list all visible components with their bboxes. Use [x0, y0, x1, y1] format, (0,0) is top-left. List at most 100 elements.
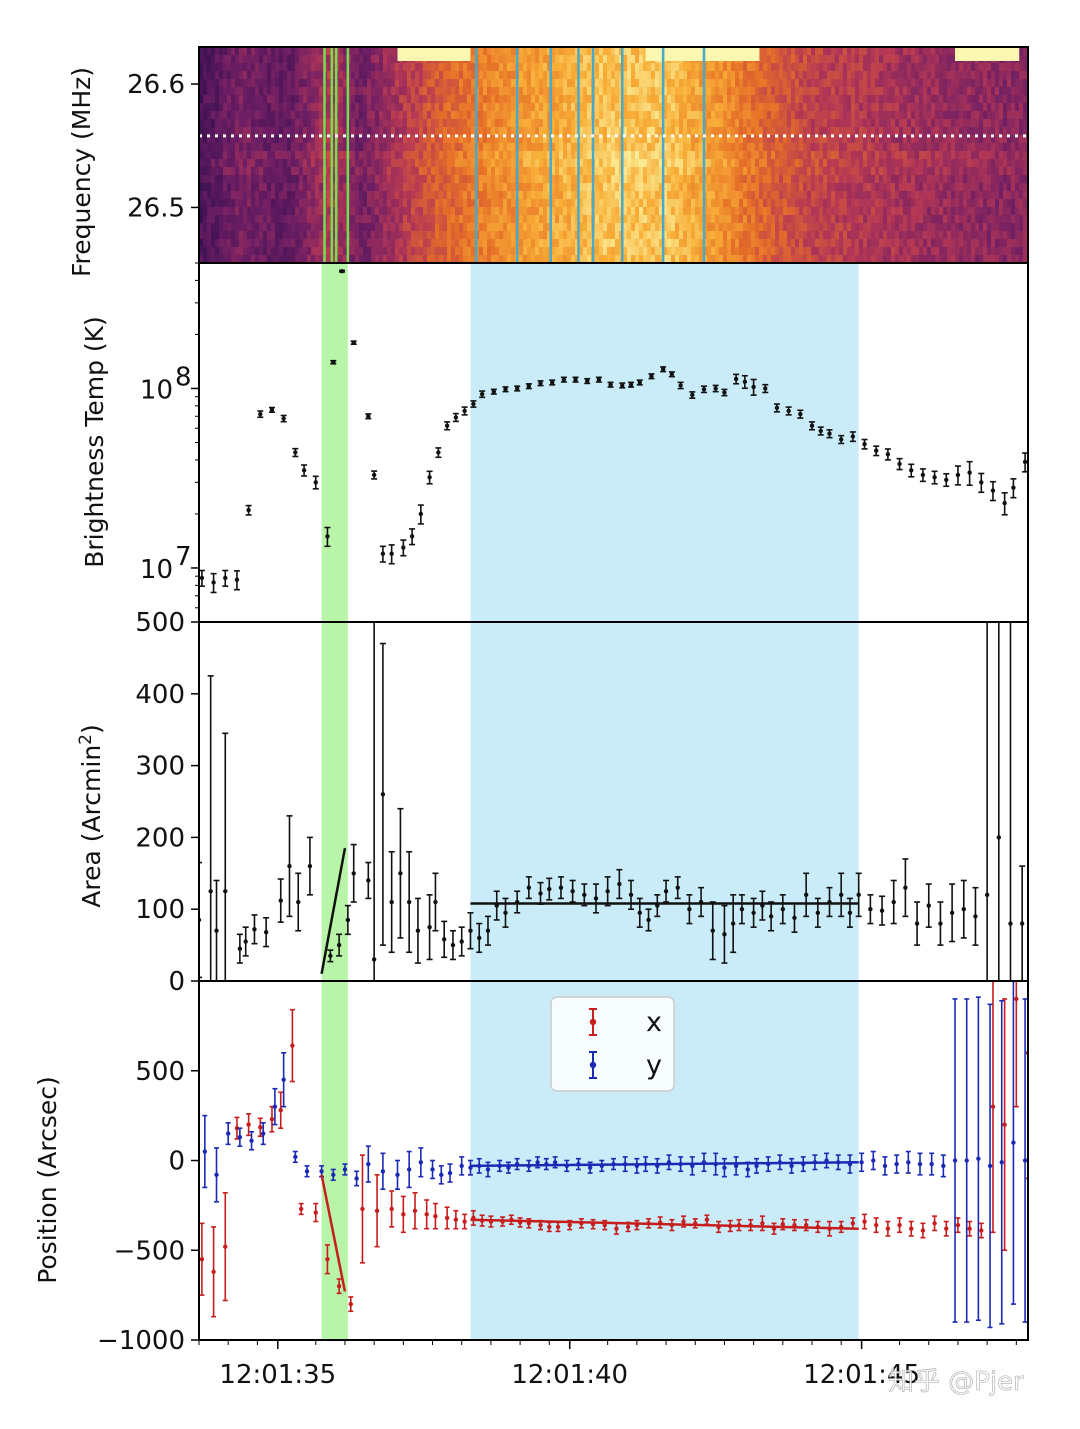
spectrogram-cell: [263, 143, 268, 152]
spectrogram-cell: [703, 143, 708, 152]
spectrogram-cell: [299, 183, 304, 192]
spectrogram-cell: [311, 239, 316, 248]
spectrogram-cell: [207, 95, 212, 104]
spectrogram-cell: [331, 47, 336, 56]
spectrogram-cell: [571, 247, 576, 256]
spectrogram-cell: [543, 47, 548, 56]
spectrogram-cell: [283, 183, 288, 192]
spectrogram-cell: [415, 255, 420, 263]
spectrogram-cell: [579, 167, 584, 176]
spectrogram-cell: [743, 255, 748, 263]
spectrogram-cell: [651, 63, 656, 72]
spectrogram-cell: [419, 127, 424, 136]
spectrogram-cell: [831, 103, 836, 112]
spectrogram-cell: [531, 239, 536, 248]
spectrogram-cell: [303, 135, 308, 144]
spectrogram-cell: [863, 191, 868, 200]
spectrogram-cell: [231, 87, 236, 96]
spectrogram-cell: [615, 167, 620, 176]
spectrogram-cell: [571, 183, 576, 192]
spectrogram-cell: [811, 71, 816, 80]
spectrogram-cell: [915, 215, 920, 224]
spectrogram-cell: [791, 183, 796, 192]
spectrogram-cell: [203, 87, 208, 96]
spectrogram-cell: [215, 167, 220, 176]
spectrogram-cell: [719, 223, 724, 232]
spectrogram-cell: [375, 207, 380, 216]
spectrogram-cell: [259, 247, 264, 256]
spectrogram-cell: [543, 199, 548, 208]
spectrogram-cell: [631, 175, 636, 184]
spectrogram-cell: [247, 231, 252, 240]
spectrogram-cell: [383, 247, 388, 256]
spectrogram-cell: [847, 215, 852, 224]
spectrogram-cell: [303, 223, 308, 232]
spectrogram-cell: [383, 183, 388, 192]
spectrogram-cell: [567, 183, 572, 192]
spectrogram-cell: [747, 159, 752, 168]
spectrogram-cell: [807, 215, 812, 224]
spectrogram-cell: [551, 223, 556, 232]
spectrogram-cell: [743, 95, 748, 104]
spectrogram-cell: [863, 135, 868, 144]
spectrogram-cell: [787, 255, 792, 263]
spectrogram-cell: [899, 143, 904, 152]
spectrogram-cell: [523, 95, 528, 104]
spectrogram-cell: [471, 47, 476, 56]
spectrogram-cell: [855, 111, 860, 120]
spectrogram-cell: [463, 127, 468, 136]
spectrogram-cell: [303, 191, 308, 200]
spectrogram-cell: [683, 79, 688, 88]
spectrogram-cell: [399, 199, 404, 208]
spectrogram-cell: [363, 111, 368, 120]
spectrogram-cell: [639, 215, 644, 224]
spectrogram-cell: [607, 47, 612, 56]
spectrogram-cell: [779, 223, 784, 232]
spectrogram-cell: [587, 63, 592, 72]
spectrogram-cell: [535, 215, 540, 224]
spectrogram-cell: [423, 159, 428, 168]
spectrogram-cell: [267, 119, 272, 128]
spectrogram-cell: [287, 79, 292, 88]
spectrogram-cell: [687, 199, 692, 208]
spectrogram-cell: [831, 79, 836, 88]
spectrogram-cell: [519, 151, 524, 160]
spectrogram-cell: [347, 135, 352, 144]
spectrogram-cell: [383, 103, 388, 112]
spectrogram-cell: [927, 255, 932, 263]
spectrogram-cell: [295, 143, 300, 152]
spectrogram-cell: [583, 223, 588, 232]
spectrogram-cell: [675, 151, 680, 160]
spectrogram-cell: [443, 79, 448, 88]
spectrogram-cell: [227, 111, 232, 120]
spectrogram-cell: [903, 103, 908, 112]
spectrogram-cell: [759, 87, 764, 96]
spectrogram-cell: [267, 207, 272, 216]
spectrogram-cell: [463, 63, 468, 72]
spectrogram-cell: [243, 239, 248, 248]
spectrogram-cell: [631, 71, 636, 80]
spectrogram-cell: [647, 167, 652, 176]
spectrogram-cell: [839, 143, 844, 152]
spectrogram-cell: [379, 79, 384, 88]
spectrogram-cell: [887, 199, 892, 208]
spectrogram-cell: [391, 111, 396, 120]
spectrogram-cell: [507, 239, 512, 248]
spectrogram-cell: [427, 87, 432, 96]
spectrogram-cell: [439, 119, 444, 128]
spectrogram-cell: [447, 135, 452, 144]
spectrogram-cell: [207, 167, 212, 176]
spectrogram-cell: [599, 239, 604, 248]
spectrogram-cell: [915, 247, 920, 256]
spectrogram-cell: [387, 79, 392, 88]
spectrogram-cell: [547, 231, 552, 240]
spectrogram-cell: [647, 135, 652, 144]
spectrogram-cell: [919, 167, 924, 176]
spectrogram-cell: [775, 215, 780, 224]
spectrogram-cell: [287, 207, 292, 216]
spectrogram-cell: [919, 199, 924, 208]
spectrogram-cell: [363, 167, 368, 176]
spectrogram-cell: [467, 247, 472, 256]
spectrogram-cell: [551, 247, 556, 256]
spectrogram-cell: [363, 71, 368, 80]
